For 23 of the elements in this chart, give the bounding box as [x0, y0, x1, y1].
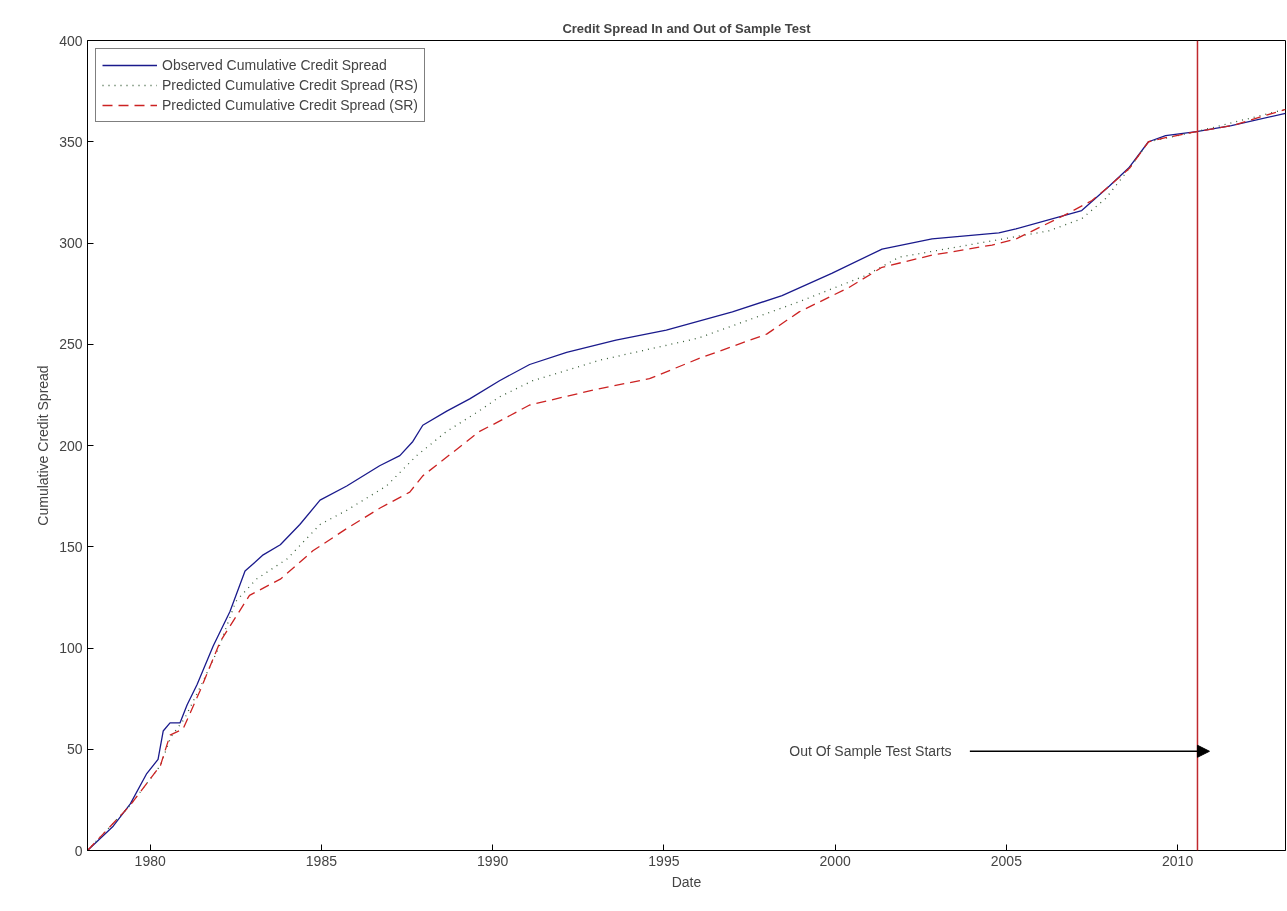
x-tick-label: 2000	[819, 852, 851, 869]
legend-label: Observed Cumulative Credit Spread	[162, 57, 387, 73]
y-tick-label: 250	[59, 336, 83, 353]
y-tick-label: 400	[59, 32, 83, 49]
y-tick-label: 300	[59, 235, 83, 251]
x-tick-label: 1980	[134, 852, 166, 869]
y-tick-label: 0	[74, 842, 83, 859]
y-tick-label: 100	[59, 640, 83, 656]
x-tick-label: 2010	[1162, 852, 1194, 869]
x-tick-label: 1995	[648, 852, 680, 869]
x-tick-label: 2005	[990, 852, 1023, 869]
y-tick-label: 50	[66, 741, 83, 758]
x-tick-label: 1985	[305, 852, 338, 869]
y-tick-label: 200	[59, 437, 83, 454]
legend-label: Predicted Cumulative Credit Spread (RS)	[162, 77, 418, 93]
y-tick-label: 150	[59, 538, 83, 555]
chart-title: Credit Spread In and Out of Sample Test	[562, 20, 812, 36]
x-tick-label: 1990	[477, 852, 509, 869]
x-axis-title: Date	[671, 873, 702, 890]
y-axis-title: Cumulative Credit Spread	[35, 365, 52, 526]
legend-label: Predicted Cumulative Credit Spread (SR)	[162, 97, 418, 113]
annotation: Out Of Sample Test Starts	[789, 743, 952, 760]
y-tick-label: 350	[59, 133, 83, 150]
